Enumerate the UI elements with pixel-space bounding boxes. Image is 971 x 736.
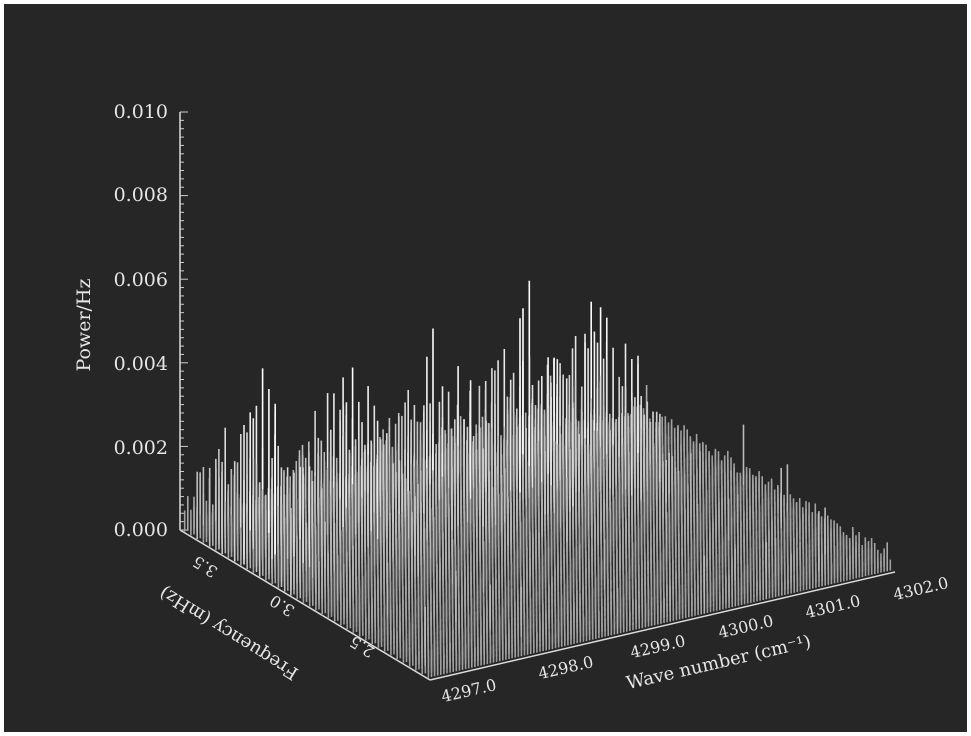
y-axis-line <box>179 529 431 681</box>
chart-axes <box>179 112 896 681</box>
spectral-bars <box>183 280 892 678</box>
chart-background <box>4 4 967 732</box>
z-axis-minor-ticks <box>180 111 188 531</box>
x-axis-line <box>429 571 896 681</box>
